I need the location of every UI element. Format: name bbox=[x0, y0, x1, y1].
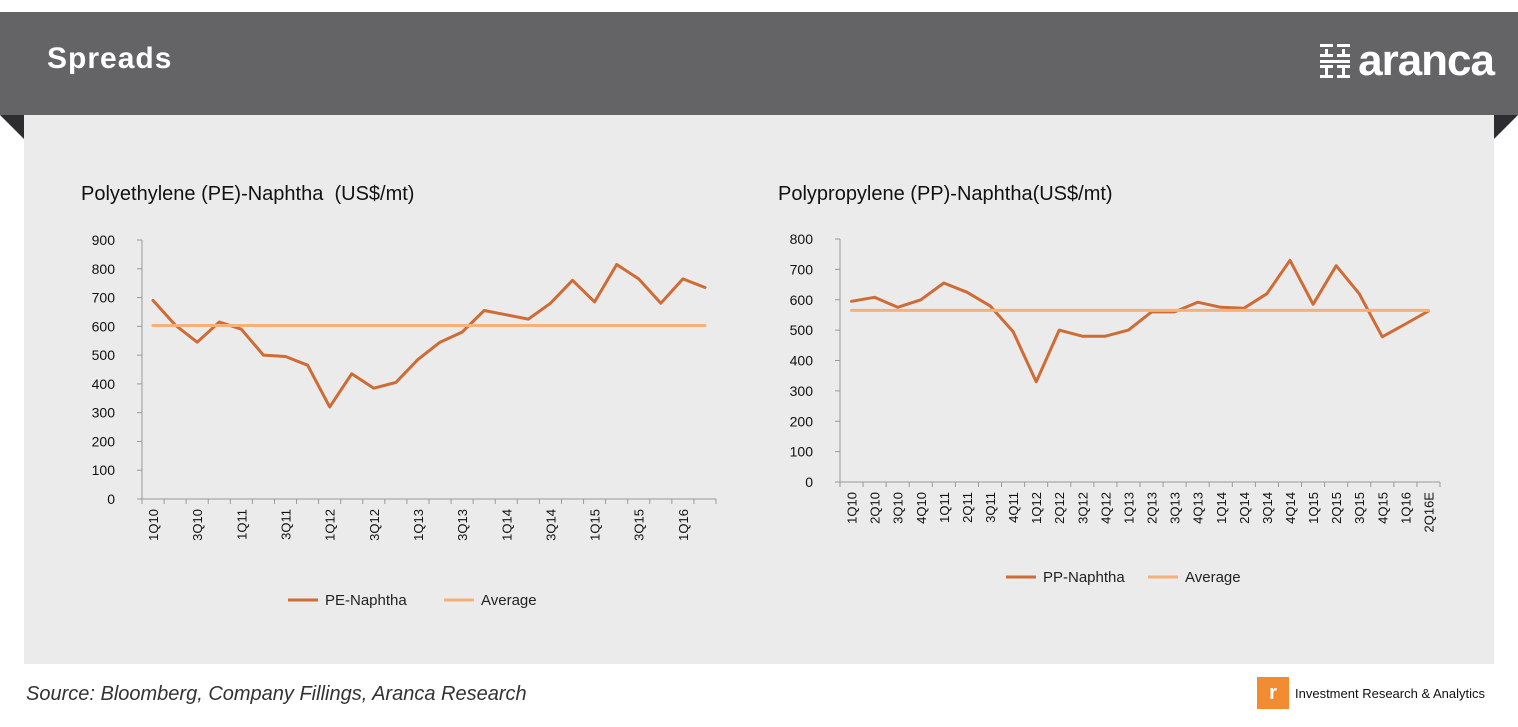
pp-x-tick-label: 3Q11 bbox=[983, 492, 998, 523]
pp-x-tick-label: 4Q15 bbox=[1375, 492, 1390, 524]
pp-x-tick-label: 4Q11 bbox=[1006, 492, 1021, 523]
pe-y-tick-label: 900 bbox=[92, 232, 116, 248]
pp-x-tick-label: 4Q12 bbox=[1098, 492, 1113, 524]
pe-x-tick-label: 3Q15 bbox=[632, 509, 647, 541]
pe-x-tick-label: 1Q14 bbox=[499, 509, 514, 541]
pe-y-tick-label: 100 bbox=[92, 462, 116, 478]
pe-y-tick-label: 800 bbox=[92, 261, 116, 277]
header-fold-right bbox=[1494, 115, 1518, 139]
pp-series-main bbox=[850, 258, 1430, 384]
pp-x-tick-label: 1Q12 bbox=[1029, 492, 1044, 524]
page-title: Spreads bbox=[47, 42, 173, 75]
pe-x-tick-label: 1Q13 bbox=[411, 509, 426, 541]
chart-panel bbox=[24, 115, 1494, 664]
pe-x-tick-label: 1Q11 bbox=[234, 509, 249, 540]
pp-y-tick-label: 800 bbox=[790, 231, 814, 247]
pe-x-tick-label: 1Q16 bbox=[676, 509, 691, 541]
aranca-r-icon: r bbox=[1257, 677, 1289, 709]
pp-x-tick-label: 4Q10 bbox=[914, 492, 929, 524]
pp-x-tick-label: 2Q12 bbox=[1052, 492, 1067, 524]
pp-y-tick-label: 500 bbox=[790, 322, 814, 338]
pe-y-tick-label: 400 bbox=[92, 376, 116, 392]
pp-x-tick-label: 1Q13 bbox=[1121, 492, 1136, 524]
chart-title-pp: Polypropylene (PP)-Naphtha(US$/mt) bbox=[778, 183, 1113, 205]
pe-x-tick-label: 1Q12 bbox=[323, 509, 338, 541]
pe-x-tick-label: 3Q12 bbox=[367, 509, 382, 541]
aranca-mark-icon bbox=[1320, 44, 1351, 78]
pp-y-tick-label: 400 bbox=[790, 353, 814, 369]
pe-x-tick-label: 3Q11 bbox=[279, 509, 294, 540]
pe-series-main bbox=[151, 263, 707, 409]
pp-x-tick-label: 3Q14 bbox=[1260, 492, 1275, 524]
pe-y-tick-label: 700 bbox=[92, 290, 116, 306]
pp-x-tick-label: 3Q10 bbox=[891, 492, 906, 524]
pe-y-tick-label: 600 bbox=[92, 318, 116, 334]
pe-x-tick-label: 1Q15 bbox=[588, 509, 603, 541]
pp-x-tick-label: 1Q11 bbox=[937, 492, 952, 523]
pp-x-tick-label: 2Q16E bbox=[1421, 492, 1436, 533]
pe-x-tick-label: 1Q10 bbox=[146, 509, 161, 541]
pp-x-tick-label: 1Q16 bbox=[1398, 492, 1413, 524]
pp-y-tick-label: 100 bbox=[790, 444, 814, 460]
pp-x-tick-label: 3Q15 bbox=[1352, 492, 1367, 524]
pp-x-tick-label: 1Q15 bbox=[1306, 492, 1321, 524]
pp-y-tick-label: 700 bbox=[790, 261, 814, 277]
chart-title-pe: Polyethylene (PE)-Naphtha (US$/mt) bbox=[81, 183, 415, 205]
pe-x-tick-label: 3Q13 bbox=[455, 509, 470, 541]
pp-legend-label-0: PP-Naphtha bbox=[1043, 569, 1125, 586]
pp-x-tick-label: 1Q10 bbox=[845, 492, 860, 524]
pp-legend-label-1: Average bbox=[1185, 569, 1241, 586]
pe-y-tick-label: 0 bbox=[107, 491, 115, 507]
pp-x-tick-label: 4Q14 bbox=[1283, 492, 1298, 524]
pp-y-tick-label: 0 bbox=[805, 474, 813, 490]
pp-x-tick-label: 3Q13 bbox=[1168, 492, 1183, 524]
pp-x-tick-label: 3Q12 bbox=[1075, 492, 1090, 524]
pp-x-tick-label: 1Q14 bbox=[1214, 492, 1229, 524]
header-bar bbox=[0, 12, 1518, 115]
pe-x-tick-label: 3Q14 bbox=[543, 509, 558, 541]
pe-y-tick-label: 500 bbox=[92, 347, 116, 363]
pp-y-tick-label: 200 bbox=[790, 413, 814, 429]
brand-logo: aranca bbox=[1320, 36, 1495, 86]
pe-legend-label-0: PE-Naphtha bbox=[325, 592, 407, 609]
pp-y-tick-label: 300 bbox=[790, 383, 814, 399]
pp-x-tick-label: 2Q14 bbox=[1237, 492, 1252, 524]
pp-x-tick-label: 2Q13 bbox=[1145, 492, 1160, 524]
footer-tagline: Investment Research & Analytics bbox=[1295, 685, 1486, 701]
pe-x-tick-label: 3Q10 bbox=[190, 509, 205, 541]
pe-y-tick-label: 200 bbox=[92, 433, 116, 449]
source-note: Source: Bloomberg, Company Fillings, Ara… bbox=[26, 683, 527, 705]
footer-brand: r Investment Research & Analytics bbox=[1257, 677, 1485, 709]
header-fold-left bbox=[0, 115, 24, 139]
pe-y-tick-label: 300 bbox=[92, 405, 116, 421]
logo-wordmark: aranca bbox=[1358, 36, 1495, 85]
pp-x-tick-label: 2Q11 bbox=[960, 492, 975, 523]
pp-y-tick-label: 600 bbox=[790, 292, 814, 308]
pp-x-tick-label: 4Q13 bbox=[1191, 492, 1206, 524]
pp-x-tick-label: 2Q15 bbox=[1329, 492, 1344, 524]
pp-x-tick-label: 2Q10 bbox=[868, 492, 883, 524]
pe-legend-label-1: Average bbox=[481, 592, 537, 609]
